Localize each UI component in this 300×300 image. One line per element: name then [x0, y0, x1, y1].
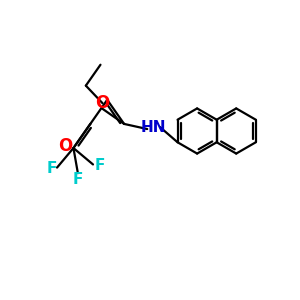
Text: F: F	[73, 172, 83, 187]
Text: HN: HN	[140, 120, 166, 135]
Text: F: F	[47, 161, 57, 176]
Text: O: O	[95, 94, 110, 112]
Text: O: O	[58, 137, 73, 155]
Text: F: F	[95, 158, 105, 173]
